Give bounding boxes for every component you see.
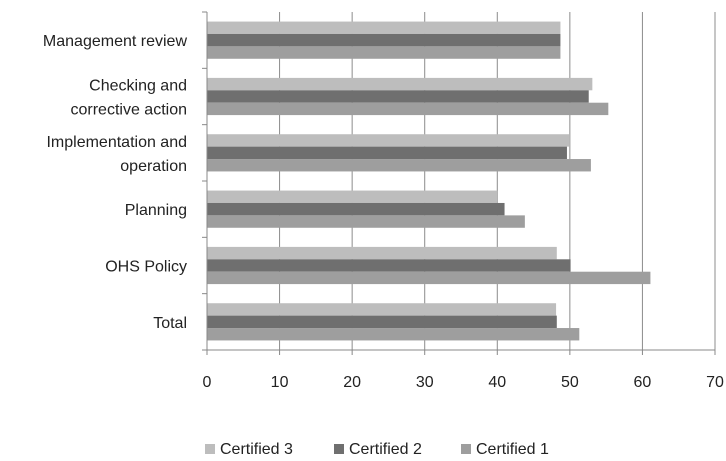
- category-label-line: Total: [153, 315, 187, 332]
- legend-item-certified-2: Certified 2: [334, 441, 422, 458]
- bar-certified-3-4: [207, 246, 557, 260]
- x-tick-label: 0: [203, 374, 212, 391]
- category-label: Planning: [125, 202, 187, 219]
- legend-item-certified-1: Certified 1: [461, 441, 549, 458]
- category-label-line: operation: [120, 158, 187, 175]
- legend: Certified 3 Certified 2 Certified 1: [205, 441, 549, 458]
- bar-certified-3-1: [207, 77, 593, 91]
- legend-swatch: [461, 444, 471, 454]
- bar-certified-3-2: [207, 134, 570, 147]
- x-tick-label: 30: [416, 374, 434, 391]
- category-label: Checking and corrective action: [71, 78, 188, 119]
- category-label-line: corrective action: [71, 102, 188, 119]
- category-label-line: OHS Policy: [105, 259, 187, 276]
- category-label-line: Implementation and: [46, 134, 187, 151]
- legend-label: Certified 3: [220, 441, 293, 458]
- x-tick-label: 50: [561, 374, 579, 391]
- bar-certified-2-0: [207, 33, 561, 47]
- bars: [207, 21, 651, 341]
- bar-certified-1-0: [207, 46, 561, 59]
- bar-certified-1-3: [207, 215, 525, 228]
- bar-certified-2-2: [207, 146, 567, 160]
- legend-label: Certified 1: [476, 441, 549, 458]
- x-tick-label: 40: [488, 374, 506, 391]
- legend-label: Certified 2: [349, 441, 422, 458]
- category-labels: Management review Checking and corrective …: [43, 33, 188, 332]
- bar-certified-2-5: [207, 315, 557, 329]
- category-label-line: Planning: [125, 202, 187, 219]
- bar-certified-3-5: [207, 303, 557, 316]
- bar-certified-2-4: [207, 259, 571, 272]
- bar-certified-3-0: [207, 21, 561, 34]
- x-tick-label: 10: [271, 374, 289, 391]
- category-label: Implementation and operation: [46, 134, 187, 175]
- x-tick-label: 70: [706, 374, 724, 391]
- bar-certified-1-1: [207, 102, 609, 116]
- legend-item-certified-3: Certified 3: [205, 441, 293, 458]
- gridlines: [202, 11, 716, 355]
- bar-certified-1-2: [207, 159, 591, 172]
- category-label: Total: [153, 315, 187, 332]
- category-label: Management review: [43, 33, 188, 50]
- axes: [206, 12, 715, 351]
- bar-certified-1-5: [207, 328, 580, 341]
- legend-swatch: [205, 444, 215, 454]
- category-label: OHS Policy: [105, 259, 187, 276]
- bar-certified-2-3: [207, 202, 505, 216]
- legend-swatch: [334, 444, 344, 454]
- x-tick-labels: 0 10 20 30 40 50 60 70: [203, 374, 724, 391]
- bar-certified-1-4: [207, 271, 651, 285]
- category-label-line: Management review: [43, 33, 188, 50]
- x-tick-label: 60: [634, 374, 652, 391]
- category-label-line: Checking and: [89, 78, 187, 95]
- bar-certified-2-1: [207, 90, 589, 103]
- bar-certified-3-3: [207, 190, 498, 203]
- x-tick-label: 20: [343, 374, 361, 391]
